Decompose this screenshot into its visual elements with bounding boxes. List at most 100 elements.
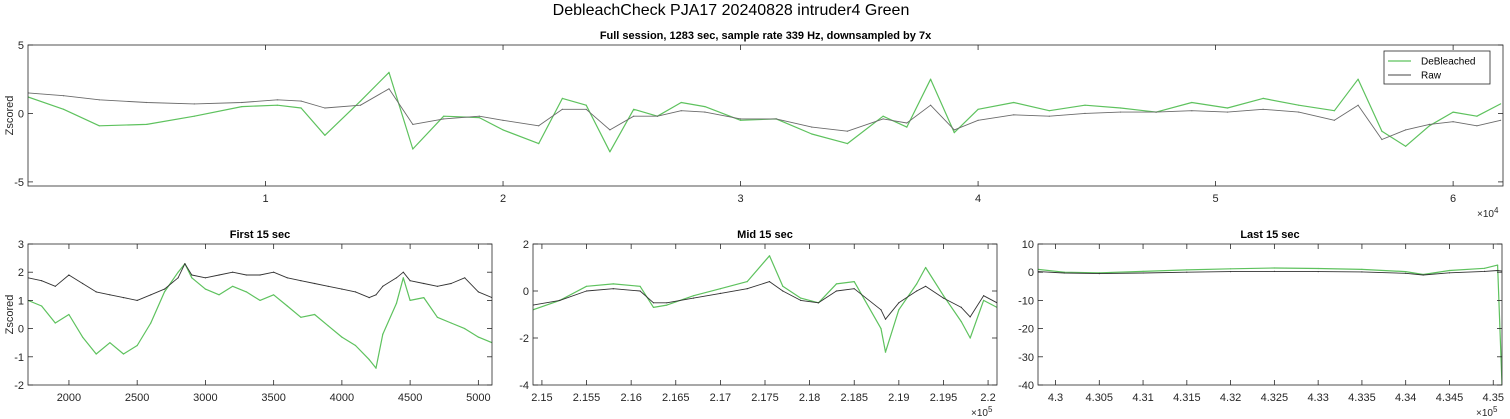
data-point-debleached — [359, 100, 362, 102]
data-point-debleached — [853, 281, 855, 283]
data-point-debleached — [1013, 101, 1015, 104]
data-point-raw — [1191, 110, 1193, 112]
legend-label-debleached: DeBleached — [1421, 57, 1475, 68]
data-point-debleached — [436, 316, 438, 318]
data-point-debleached — [1298, 104, 1300, 106]
axes-frame — [1037, 243, 1503, 386]
x-exponent-label: ×105 — [1476, 405, 1498, 419]
data-point-raw — [502, 119, 504, 121]
data-point-raw — [811, 126, 813, 128]
data-point-raw — [478, 115, 480, 117]
data-point-raw — [314, 282, 316, 285]
data-point-debleached — [925, 266, 927, 269]
data-point-raw — [1155, 111, 1157, 113]
x-tick-label: 2.19 — [888, 392, 909, 404]
data-point-debleached — [286, 305, 288, 307]
data-point-debleached — [916, 283, 918, 285]
data-point-raw — [232, 271, 234, 273]
data-point-raw — [656, 115, 659, 117]
data-point-raw — [1405, 129, 1407, 131]
data-point-debleached — [354, 344, 357, 347]
data-point-debleached — [882, 115, 884, 117]
y-tick-label: 3 — [18, 239, 24, 251]
data-point-debleached — [609, 151, 611, 153]
data-point-raw — [768, 281, 771, 283]
x-tick-label: 2.17 — [710, 392, 731, 404]
data-point-debleached — [63, 108, 65, 110]
x-tick-label: 2.165 — [662, 392, 690, 404]
data-point-raw — [898, 302, 900, 304]
plot-area — [28, 45, 1503, 186]
data-point-raw — [98, 99, 100, 101]
data-point-debleached — [942, 295, 945, 297]
data-point-debleached — [880, 328, 882, 330]
series-line-raw — [533, 281, 997, 320]
data-point-debleached — [1497, 264, 1499, 266]
data-point-debleached — [1405, 271, 1407, 273]
data-point-debleached — [98, 125, 100, 127]
x-tick-label: 2000 — [57, 392, 81, 404]
data-point-debleached — [388, 71, 390, 73]
x-tick-label: 4.315 — [1173, 392, 1201, 404]
first-15-sec-panel: 2000 2500 3000 3500 4000 4500 5000 -2 -1 0 1 2 3 Firs… — [4, 229, 493, 404]
series-line-debleached — [28, 263, 492, 369]
data-point-debleached — [800, 297, 802, 299]
data-point-raw — [375, 294, 377, 296]
data-point-raw — [835, 290, 838, 292]
data-point-raw — [719, 292, 722, 294]
plot-area — [28, 244, 492, 385]
data-point-raw — [241, 101, 243, 104]
data-point-debleached — [395, 302, 398, 304]
y-tick-label: 0 — [18, 108, 24, 120]
data-point-raw — [782, 290, 784, 292]
data-point-raw — [1273, 270, 1275, 272]
data-point-raw — [561, 108, 564, 110]
data-point-raw — [443, 118, 445, 120]
x-tick-label: 4.35 — [1483, 392, 1504, 404]
series-group — [28, 71, 1502, 153]
data-point-raw — [1476, 125, 1478, 127]
data-point-raw — [559, 299, 561, 301]
data-point-debleached — [191, 277, 193, 279]
x-tick-label: 5000 — [466, 392, 490, 404]
data-point-raw — [880, 309, 882, 311]
data-point-debleached — [193, 115, 195, 117]
data-point-raw — [464, 277, 466, 279]
data-point-debleached — [82, 336, 84, 338]
data-point-debleached — [368, 359, 370, 361]
data-point-raw — [960, 306, 962, 308]
data-point-raw — [1361, 271, 1363, 273]
data-point-raw — [273, 271, 275, 273]
data-point-debleached — [983, 299, 985, 301]
data-point-raw — [341, 288, 343, 290]
data-point-debleached — [585, 285, 588, 287]
plot-area — [1038, 244, 1502, 385]
y-tick-label: -20 — [1018, 324, 1034, 336]
x-tick-label: 2.15 — [531, 392, 552, 404]
data-point-debleached — [960, 321, 962, 323]
x-tick-label: 3 — [737, 193, 743, 205]
data-point-raw — [585, 108, 587, 110]
data-point-raw — [136, 299, 138, 301]
data-point-debleached — [1357, 78, 1359, 80]
data-point-raw — [409, 280, 411, 282]
x-tick-label: 3000 — [193, 392, 217, 404]
x-tick-label: 4.3 — [1048, 392, 1063, 404]
data-point-debleached — [150, 322, 152, 324]
data-point-raw — [969, 316, 971, 318]
data-point-raw — [1357, 104, 1359, 106]
data-point-debleached — [109, 342, 111, 344]
series-line-debleached — [533, 255, 997, 353]
data-point-raw — [800, 299, 802, 301]
data-point-raw — [1333, 119, 1335, 121]
data-point-raw — [740, 118, 742, 120]
x-exponent-label: ×105 — [971, 405, 993, 419]
x-tick-label: 2.16 — [620, 392, 641, 404]
y-tick-label: 10 — [1022, 239, 1034, 251]
data-point-raw — [388, 88, 390, 90]
data-point-debleached — [1428, 125, 1430, 127]
mid-15-sec-panel: 2.15 2.155 2.16 2.165 2.17 2.175 2.18 2.185 2.19… — [519, 229, 998, 419]
data-point-raw — [1098, 273, 1100, 275]
data-point-debleached — [412, 148, 414, 150]
x-tick-label: 4.34 — [1395, 392, 1416, 404]
